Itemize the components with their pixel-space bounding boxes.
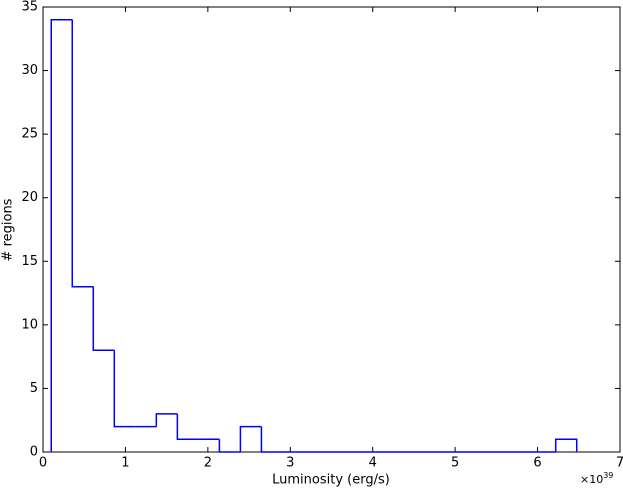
histogram-bin (92, 286, 115, 352)
histogram-bin (554, 438, 578, 452)
x-tick-label: 0 (39, 456, 47, 471)
y-tick-label: 20 (21, 190, 38, 205)
histogram-bin (218, 439, 241, 453)
offset-base: ×10 (580, 473, 603, 486)
histogram-bin (239, 425, 262, 452)
x-axis-label: Luminosity (erg/s) (272, 473, 390, 488)
offset-exponent: 39 (603, 471, 613, 480)
y-tick-label: 10 (21, 317, 38, 332)
plot-frame (42, 6, 621, 453)
histogram-bin (155, 413, 178, 427)
x-tick-label: 5 (451, 456, 459, 471)
x-tick-label: 3 (286, 456, 294, 471)
y-tick-label: 30 (21, 63, 38, 78)
y-tick-label: 15 (21, 254, 38, 269)
y-axis-label: # regions (1, 198, 16, 261)
histogram-bin (260, 426, 283, 453)
x-offset-label: ×1039 (580, 471, 613, 487)
x-tick-label: 7 (616, 456, 623, 471)
y-tick-label: 5 (30, 381, 38, 396)
x-tick-label: 2 (204, 456, 212, 471)
y-tick-label: 35 (21, 0, 38, 15)
x-tick-label: 1 (121, 456, 129, 471)
histogram-bin (71, 19, 94, 288)
y-tick-label: 0 (30, 445, 38, 460)
histogram-bin (113, 350, 136, 428)
histogram-bin (176, 413, 199, 441)
histogram-bin (50, 18, 73, 452)
x-tick-label: 6 (533, 456, 541, 471)
x-tick-label: 4 (369, 456, 377, 471)
y-tick-label: 25 (21, 127, 38, 142)
